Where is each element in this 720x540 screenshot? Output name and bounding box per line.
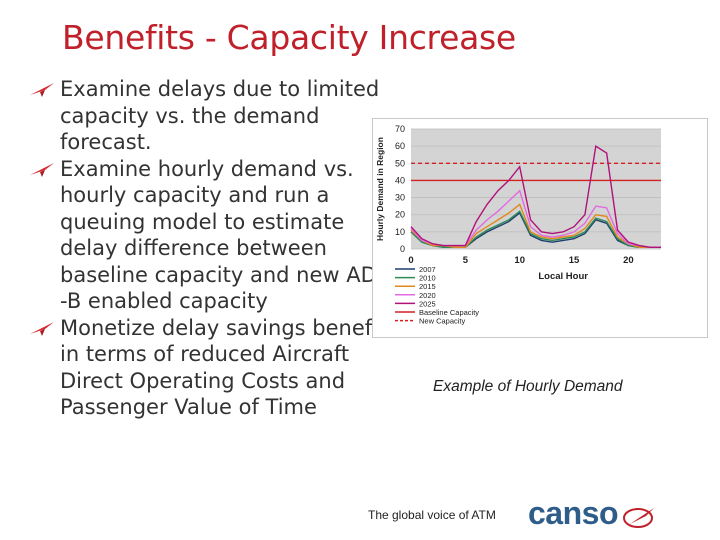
legend-label: 2007 [419, 265, 436, 274]
bullet-text: Monetize delay savings benefit in terms … [60, 315, 387, 420]
legend-label: 2020 [419, 291, 436, 300]
legend-label: 2025 [419, 299, 436, 308]
canso-logo-text: canso [528, 495, 618, 531]
y-tick-label: 50 [395, 158, 405, 168]
canso-swoosh-icon [623, 508, 654, 528]
y-tick-label: 40 [395, 175, 405, 185]
bullet-item: Monetize delay savings benefit in terms … [28, 315, 398, 421]
y-tick-label: 20 [395, 210, 405, 220]
x-tick-label: 20 [623, 255, 634, 266]
legend-label: 2015 [419, 282, 436, 291]
plot-area [411, 129, 661, 249]
legend-label: 2010 [419, 274, 436, 283]
x-tick-label: 0 [408, 255, 413, 266]
arrow-bullet-icon [30, 83, 54, 97]
bullet-item: Examine hourly demand vs. hourly capacit… [28, 156, 398, 315]
x-tick-label: 10 [514, 255, 525, 266]
legend-label: Baseline Capacity [419, 308, 479, 317]
y-tick-label: 10 [395, 227, 405, 237]
x-axis-label: Local Hour [538, 271, 588, 282]
footer-tagline: The global voice of ATM [368, 508, 496, 522]
slide-title: Benefits - Capacity Increase [62, 18, 516, 57]
bullet-list: Examine delays due to limited capacity v… [28, 76, 398, 421]
y-tick-label: 70 [395, 124, 405, 134]
legend-label: New Capacity [419, 317, 466, 326]
footer [0, 478, 720, 540]
bullet-text: Examine hourly demand vs. hourly capacit… [60, 156, 391, 314]
series-line [410, 144, 661, 248]
series-line [410, 203, 661, 248]
y-tick-label: 0 [400, 244, 405, 254]
chart-caption: Example of Hourly Demand [433, 378, 623, 395]
bullet-item: Examine delays due to limited capacity v… [28, 76, 398, 156]
y-tick-label: 30 [395, 193, 405, 203]
bullet-text: Examine delays due to limited capacity v… [60, 77, 380, 154]
arrow-bullet-icon [30, 321, 54, 336]
y-tick-label: 60 [395, 141, 405, 151]
y-axis-label: Hourly Demand in Region [375, 137, 385, 241]
arrow-bullet-icon [30, 162, 54, 177]
hourly-demand-chart: 0 10 20 30 40 50 60 70 0 5 10 15 20 Hourly Demand in … [372, 118, 708, 338]
x-tick-label: 15 [569, 255, 580, 266]
chart-svg: 0 10 20 30 40 50 60 70 0 5 10 15 20 Hourly Demand in … [375, 124, 661, 326]
x-tick-label: 5 [463, 255, 469, 266]
